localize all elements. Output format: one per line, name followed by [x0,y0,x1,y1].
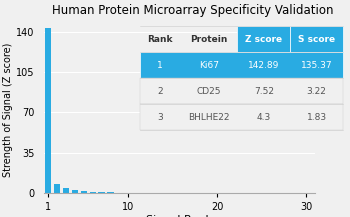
Bar [90,192,96,193]
Text: 2: 2 [158,87,163,96]
Bar [54,184,60,193]
Bar [237,26,290,52]
Bar [116,192,122,193]
Bar [63,188,69,193]
Bar [140,52,343,78]
Text: 142.89: 142.89 [248,61,280,70]
Text: Protein: Protein [190,35,228,44]
Bar [72,190,78,193]
Text: Z score: Z score [245,35,282,44]
Bar [290,26,343,52]
Bar [140,78,343,104]
Text: 1: 1 [158,61,163,70]
Y-axis label: Strength of Signal (Z score): Strength of Signal (Z score) [4,42,13,177]
Text: CD25: CD25 [197,87,221,96]
Text: 4.3: 4.3 [257,113,271,122]
Bar [107,192,113,193]
Text: Ki67: Ki67 [199,61,219,70]
Bar [98,192,105,193]
Text: 135.37: 135.37 [301,61,332,70]
Text: 7.52: 7.52 [254,87,274,96]
Text: 3: 3 [158,113,163,122]
Text: S score: S score [298,35,335,44]
Text: Human Protein Microarray Specificity Validation: Human Protein Microarray Specificity Val… [52,4,333,17]
Bar [80,191,87,193]
Text: 3.22: 3.22 [307,87,327,96]
Text: BHLHE22: BHLHE22 [188,113,230,122]
Text: 1.83: 1.83 [307,113,327,122]
Text: Rank: Rank [148,35,173,44]
Bar [45,28,51,193]
X-axis label: Signal Rank: Signal Rank [146,215,212,217]
Bar [140,104,343,130]
